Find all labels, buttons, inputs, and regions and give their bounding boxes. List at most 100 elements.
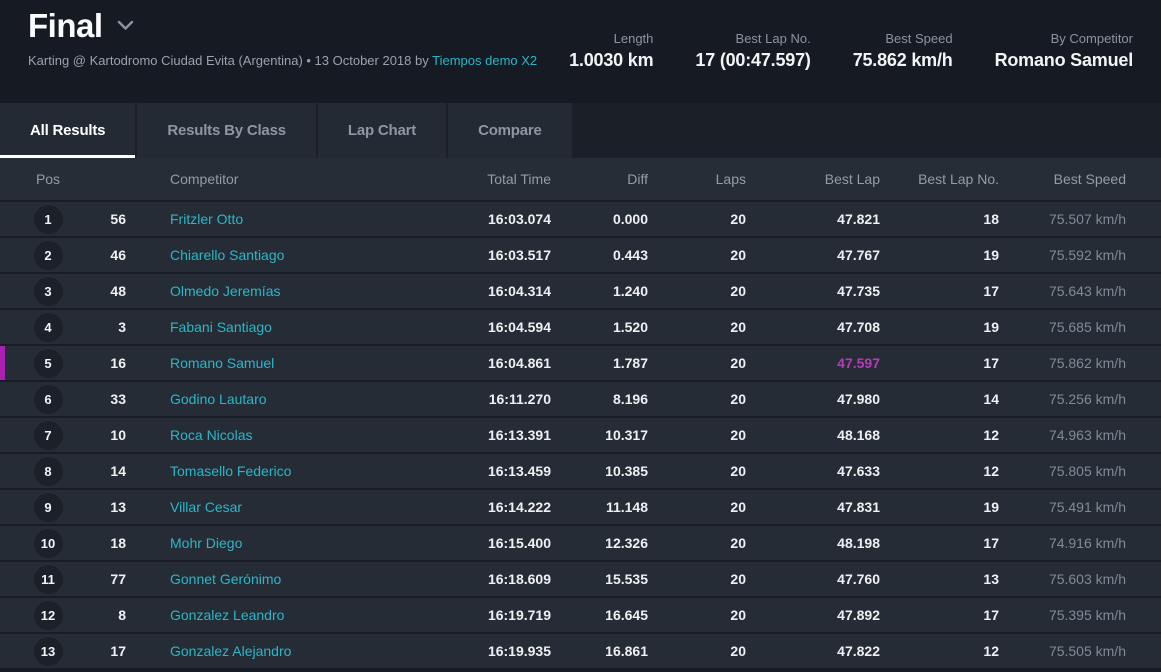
kart-number: 18 [110, 535, 126, 551]
table-row: 7 10 Roca Nicolas 16:13.391 10.317 20 48… [0, 418, 1161, 454]
best-lap-no-value: 17 [983, 355, 999, 371]
kart-number: 16 [110, 355, 126, 371]
competitor-link[interactable]: Fritzler Otto [170, 211, 244, 227]
table-row: 3 48 Olmedo Jeremías 16:04.314 1.240 20 … [0, 274, 1161, 310]
best-lap-no-value: 12 [983, 463, 999, 479]
competitor-link[interactable]: Gonzalez Leandro [170, 607, 285, 623]
total-time: 16:03.517 [487, 247, 551, 263]
total-time: 16:18.609 [487, 571, 551, 587]
best-lap-value: 48.198 [837, 535, 880, 551]
best-lap-value: 48.168 [837, 427, 880, 443]
competitor-link[interactable]: Gonzalez Alejandro [170, 643, 292, 659]
diff-value: 0.000 [612, 211, 648, 227]
results-tab[interactable]: Compare [448, 103, 572, 158]
laps-value: 20 [730, 247, 746, 263]
best-speed-value: 75.592 km/h [1048, 247, 1126, 263]
stat-block: By Competitor Romano Samuel [994, 31, 1134, 71]
position-cell: 7 [0, 420, 96, 450]
laps-value: 20 [730, 319, 746, 335]
session-header: Final Karting @ Kartodromo Ciudad Evita … [0, 0, 1161, 103]
best-lap-no-value: 18 [983, 211, 999, 227]
competitor-link[interactable]: Godino Lautaro [170, 391, 267, 407]
position-badge: 13 [33, 636, 63, 666]
position-cell: 4 [0, 312, 96, 342]
column-header-competitor: Competitor [170, 171, 239, 187]
best-lap-no-value: 12 [983, 427, 999, 443]
competitor-link[interactable]: Chiarello Santiago [170, 247, 285, 263]
kart-number: 13 [110, 499, 126, 515]
position-cell: 5 [0, 348, 96, 378]
column-header-best-speed: Best Speed [1053, 171, 1126, 187]
best-lap-no-value: 19 [983, 319, 999, 335]
total-time: 16:04.314 [487, 283, 551, 299]
diff-value: 15.535 [605, 571, 648, 587]
kart-number: 17 [110, 643, 126, 659]
best-speed-value: 75.395 km/h [1048, 607, 1126, 623]
best-lap-value: 47.597 [837, 355, 880, 371]
kart-number: 33 [110, 391, 126, 407]
column-header-pos: Pos [35, 171, 61, 187]
total-time: 16:14.222 [487, 499, 551, 515]
total-time: 16:13.459 [487, 463, 551, 479]
competitor-link[interactable]: Tomasello Federico [170, 463, 292, 479]
best-lap-value: 47.831 [837, 499, 880, 515]
kart-number: 56 [110, 211, 126, 227]
laps-value: 20 [730, 535, 746, 551]
competitor-link[interactable]: Roca Nicolas [170, 427, 253, 443]
position-badge: 3 [33, 276, 63, 306]
kart-number: 3 [118, 319, 126, 335]
best-lap-value: 47.708 [837, 319, 880, 335]
competitor-link[interactable]: Villar Cesar [170, 499, 243, 515]
stat-value: 1.0030 km [569, 50, 654, 70]
table-row: 12 8 Gonzalez Leandro 16:19.719 16.645 2… [0, 598, 1161, 634]
kart-number: 10 [110, 427, 126, 443]
diff-value: 16.861 [605, 643, 648, 659]
diff-value: 1.240 [612, 283, 648, 299]
table-row: 11 77 Gonnet Gerónimo 16:18.609 15.535 2… [0, 562, 1161, 598]
best-lap-value: 47.767 [837, 247, 880, 263]
position-badge: 4 [33, 312, 63, 342]
tab-label: Compare [478, 122, 542, 139]
position-badge: 6 [33, 384, 63, 414]
kart-number: 77 [110, 571, 126, 587]
results-tab[interactable]: Lap Chart [317, 103, 447, 158]
total-time: 16:13.391 [487, 427, 551, 443]
kart-number: 14 [110, 463, 126, 479]
competitor-link[interactable]: Olmedo Jeremías [170, 283, 281, 299]
total-time: 16:19.719 [487, 607, 551, 623]
position-cell: 10 [0, 528, 96, 558]
best-speed-value: 75.685 km/h [1048, 319, 1126, 335]
competitor-link[interactable]: Fabani Santiago [170, 319, 272, 335]
diff-value: 8.196 [612, 391, 648, 407]
best-lap-no-value: 17 [983, 283, 999, 299]
laps-value: 20 [730, 355, 746, 371]
position-badge: 9 [33, 492, 63, 522]
results-table: Pos Competitor Total Time Diff Laps Best… [0, 158, 1161, 670]
table-header-row: Pos Competitor Total Time Diff Laps Best… [0, 158, 1161, 202]
chevron-down-icon [117, 19, 134, 34]
position-cell: 6 [0, 384, 96, 414]
session-subtitle: Karting @ Kartodromo Ciudad Evita (Argen… [28, 51, 537, 71]
stat-label: Best Lap No. [735, 31, 811, 46]
organizer-link[interactable]: Tiempos demo X2 [432, 53, 538, 69]
laps-value: 20 [730, 211, 746, 227]
table-row: 13 17 Gonzalez Alejandro 16:19.935 16.86… [0, 634, 1161, 670]
competitor-link[interactable]: Mohr Diego [170, 535, 243, 551]
competitor-link[interactable]: Gonnet Gerónimo [170, 571, 282, 587]
diff-value: 10.385 [605, 463, 648, 479]
table-row: 6 33 Godino Lautaro 16:11.270 8.196 20 4… [0, 382, 1161, 418]
results-tab[interactable]: Results By Class [137, 103, 316, 158]
results-tab[interactable]: All Results [0, 103, 136, 158]
best-lap-value: 47.822 [837, 643, 880, 659]
best-speed-value: 75.603 km/h [1048, 571, 1126, 587]
column-header-best-lap: Best Lap [824, 171, 880, 187]
position-cell: 13 [0, 636, 96, 666]
stat-value: Romano Samuel [994, 50, 1134, 70]
kart-number: 8 [118, 607, 126, 623]
total-time: 16:04.594 [487, 319, 551, 335]
session-dropdown-button[interactable] [115, 17, 136, 36]
page-title: Final [28, 7, 103, 44]
best-lap-value: 47.760 [837, 571, 880, 587]
competitor-link[interactable]: Romano Samuel [170, 355, 275, 371]
stat-label: Length [613, 31, 654, 46]
